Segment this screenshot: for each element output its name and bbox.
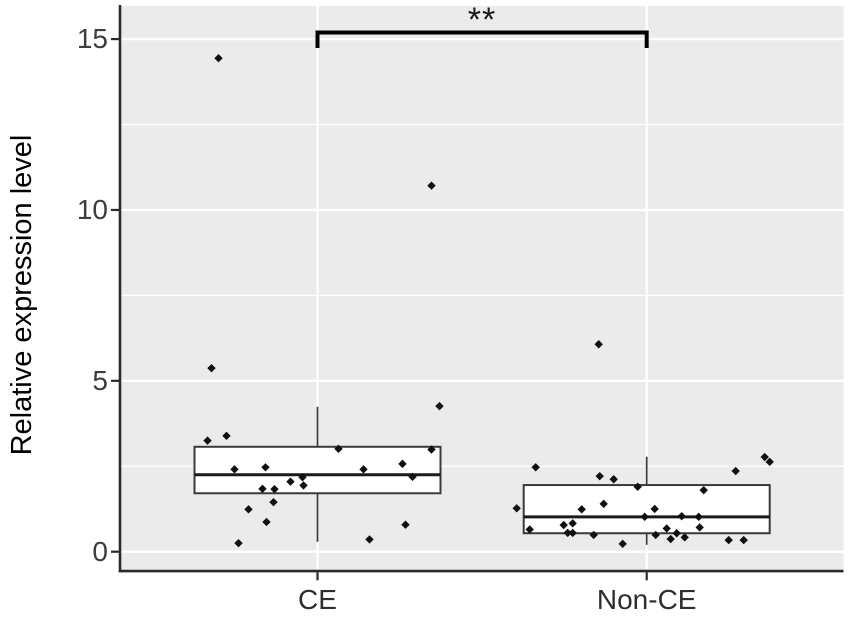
data-point <box>694 512 703 522</box>
data-point <box>731 466 740 476</box>
data-point <box>334 444 343 454</box>
data-point <box>261 463 270 472</box>
data-point <box>401 520 410 529</box>
data-point <box>365 535 374 544</box>
data-point <box>609 475 618 484</box>
data-point <box>258 484 267 494</box>
data-point <box>435 401 444 411</box>
data-point <box>214 54 223 63</box>
y-tick-label-0: 0 <box>92 535 108 567</box>
y-tick-label-15: 15 <box>76 23 108 55</box>
data-point <box>568 519 577 528</box>
data-point <box>531 463 540 472</box>
data-point <box>662 524 671 533</box>
data-point <box>724 535 733 545</box>
data-point <box>765 457 774 467</box>
non-ce-points <box>512 340 774 549</box>
data-point <box>207 363 216 373</box>
data-point <box>595 471 604 481</box>
ce-points <box>203 54 444 548</box>
data-point <box>427 445 436 454</box>
data-point <box>651 530 660 540</box>
data-point <box>640 512 649 522</box>
data-point <box>677 511 686 521</box>
data-point <box>594 340 603 349</box>
y-axis-title: Relative expression level <box>6 134 38 456</box>
data-point <box>408 472 417 482</box>
data-point <box>739 535 748 545</box>
data-point <box>427 181 436 190</box>
data-point <box>512 504 521 513</box>
data-point <box>298 472 307 482</box>
data-point <box>262 517 271 527</box>
data-point <box>577 505 586 514</box>
data-point <box>299 481 308 490</box>
data-point <box>270 484 279 494</box>
data-point <box>760 452 769 462</box>
data-point <box>559 520 568 530</box>
data-point <box>650 504 659 514</box>
data-point <box>269 497 278 507</box>
data-point <box>633 482 642 491</box>
data-point <box>359 465 368 474</box>
data-point <box>203 436 212 445</box>
data-point <box>672 529 681 538</box>
data-point <box>618 539 627 549</box>
data-point <box>525 525 534 534</box>
significance-bracket <box>315 30 649 48</box>
significance-label: ** <box>467 1 497 39</box>
data-point <box>666 534 675 544</box>
data-point <box>599 499 608 509</box>
x-tick-label-ce: CE <box>298 584 337 615</box>
data-point <box>589 530 598 540</box>
data-point <box>563 528 572 538</box>
data-point <box>286 477 295 486</box>
data-point <box>568 528 577 538</box>
data-point <box>222 431 231 441</box>
x-tick-label-non-ce: Non-CE <box>596 584 697 615</box>
data-point <box>398 459 407 469</box>
data-point <box>230 465 239 474</box>
y-tick-label-5: 5 <box>92 364 108 396</box>
data-point <box>695 523 704 532</box>
data-point <box>699 485 708 495</box>
data-point <box>680 533 689 542</box>
y-tick-label-10: 10 <box>76 193 108 225</box>
data-point <box>234 538 243 548</box>
data-point <box>244 505 253 514</box>
